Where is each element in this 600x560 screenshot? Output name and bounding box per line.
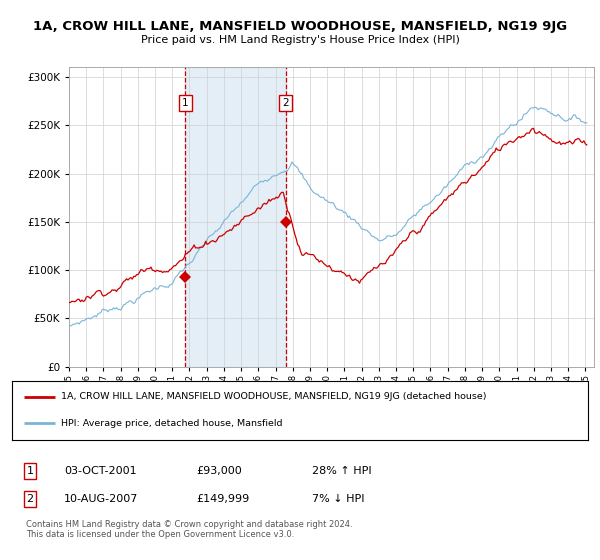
Text: 10-AUG-2007: 10-AUG-2007 xyxy=(64,494,138,504)
Text: 7% ↓ HPI: 7% ↓ HPI xyxy=(311,494,364,504)
Text: 2: 2 xyxy=(282,98,289,108)
Text: 1A, CROW HILL LANE, MANSFIELD WOODHOUSE, MANSFIELD, NG19 9JG (detached house): 1A, CROW HILL LANE, MANSFIELD WOODHOUSE,… xyxy=(61,392,487,401)
Text: 1A, CROW HILL LANE, MANSFIELD WOODHOUSE, MANSFIELD, NG19 9JG: 1A, CROW HILL LANE, MANSFIELD WOODHOUSE,… xyxy=(33,20,567,32)
Bar xyxy=(185,67,286,367)
Text: 2: 2 xyxy=(26,494,34,504)
Text: 1: 1 xyxy=(182,98,188,108)
Text: 28% ↑ HPI: 28% ↑ HPI xyxy=(311,466,371,476)
Text: HPI: Average price, detached house, Mansfield: HPI: Average price, detached house, Mans… xyxy=(61,419,283,428)
Text: Contains HM Land Registry data © Crown copyright and database right 2024.
This d: Contains HM Land Registry data © Crown c… xyxy=(26,520,353,539)
Text: £93,000: £93,000 xyxy=(196,466,242,476)
Text: Price paid vs. HM Land Registry's House Price Index (HPI): Price paid vs. HM Land Registry's House … xyxy=(140,35,460,45)
Text: 1: 1 xyxy=(26,466,34,476)
Text: £149,999: £149,999 xyxy=(196,494,250,504)
Text: 03-OCT-2001: 03-OCT-2001 xyxy=(64,466,136,476)
